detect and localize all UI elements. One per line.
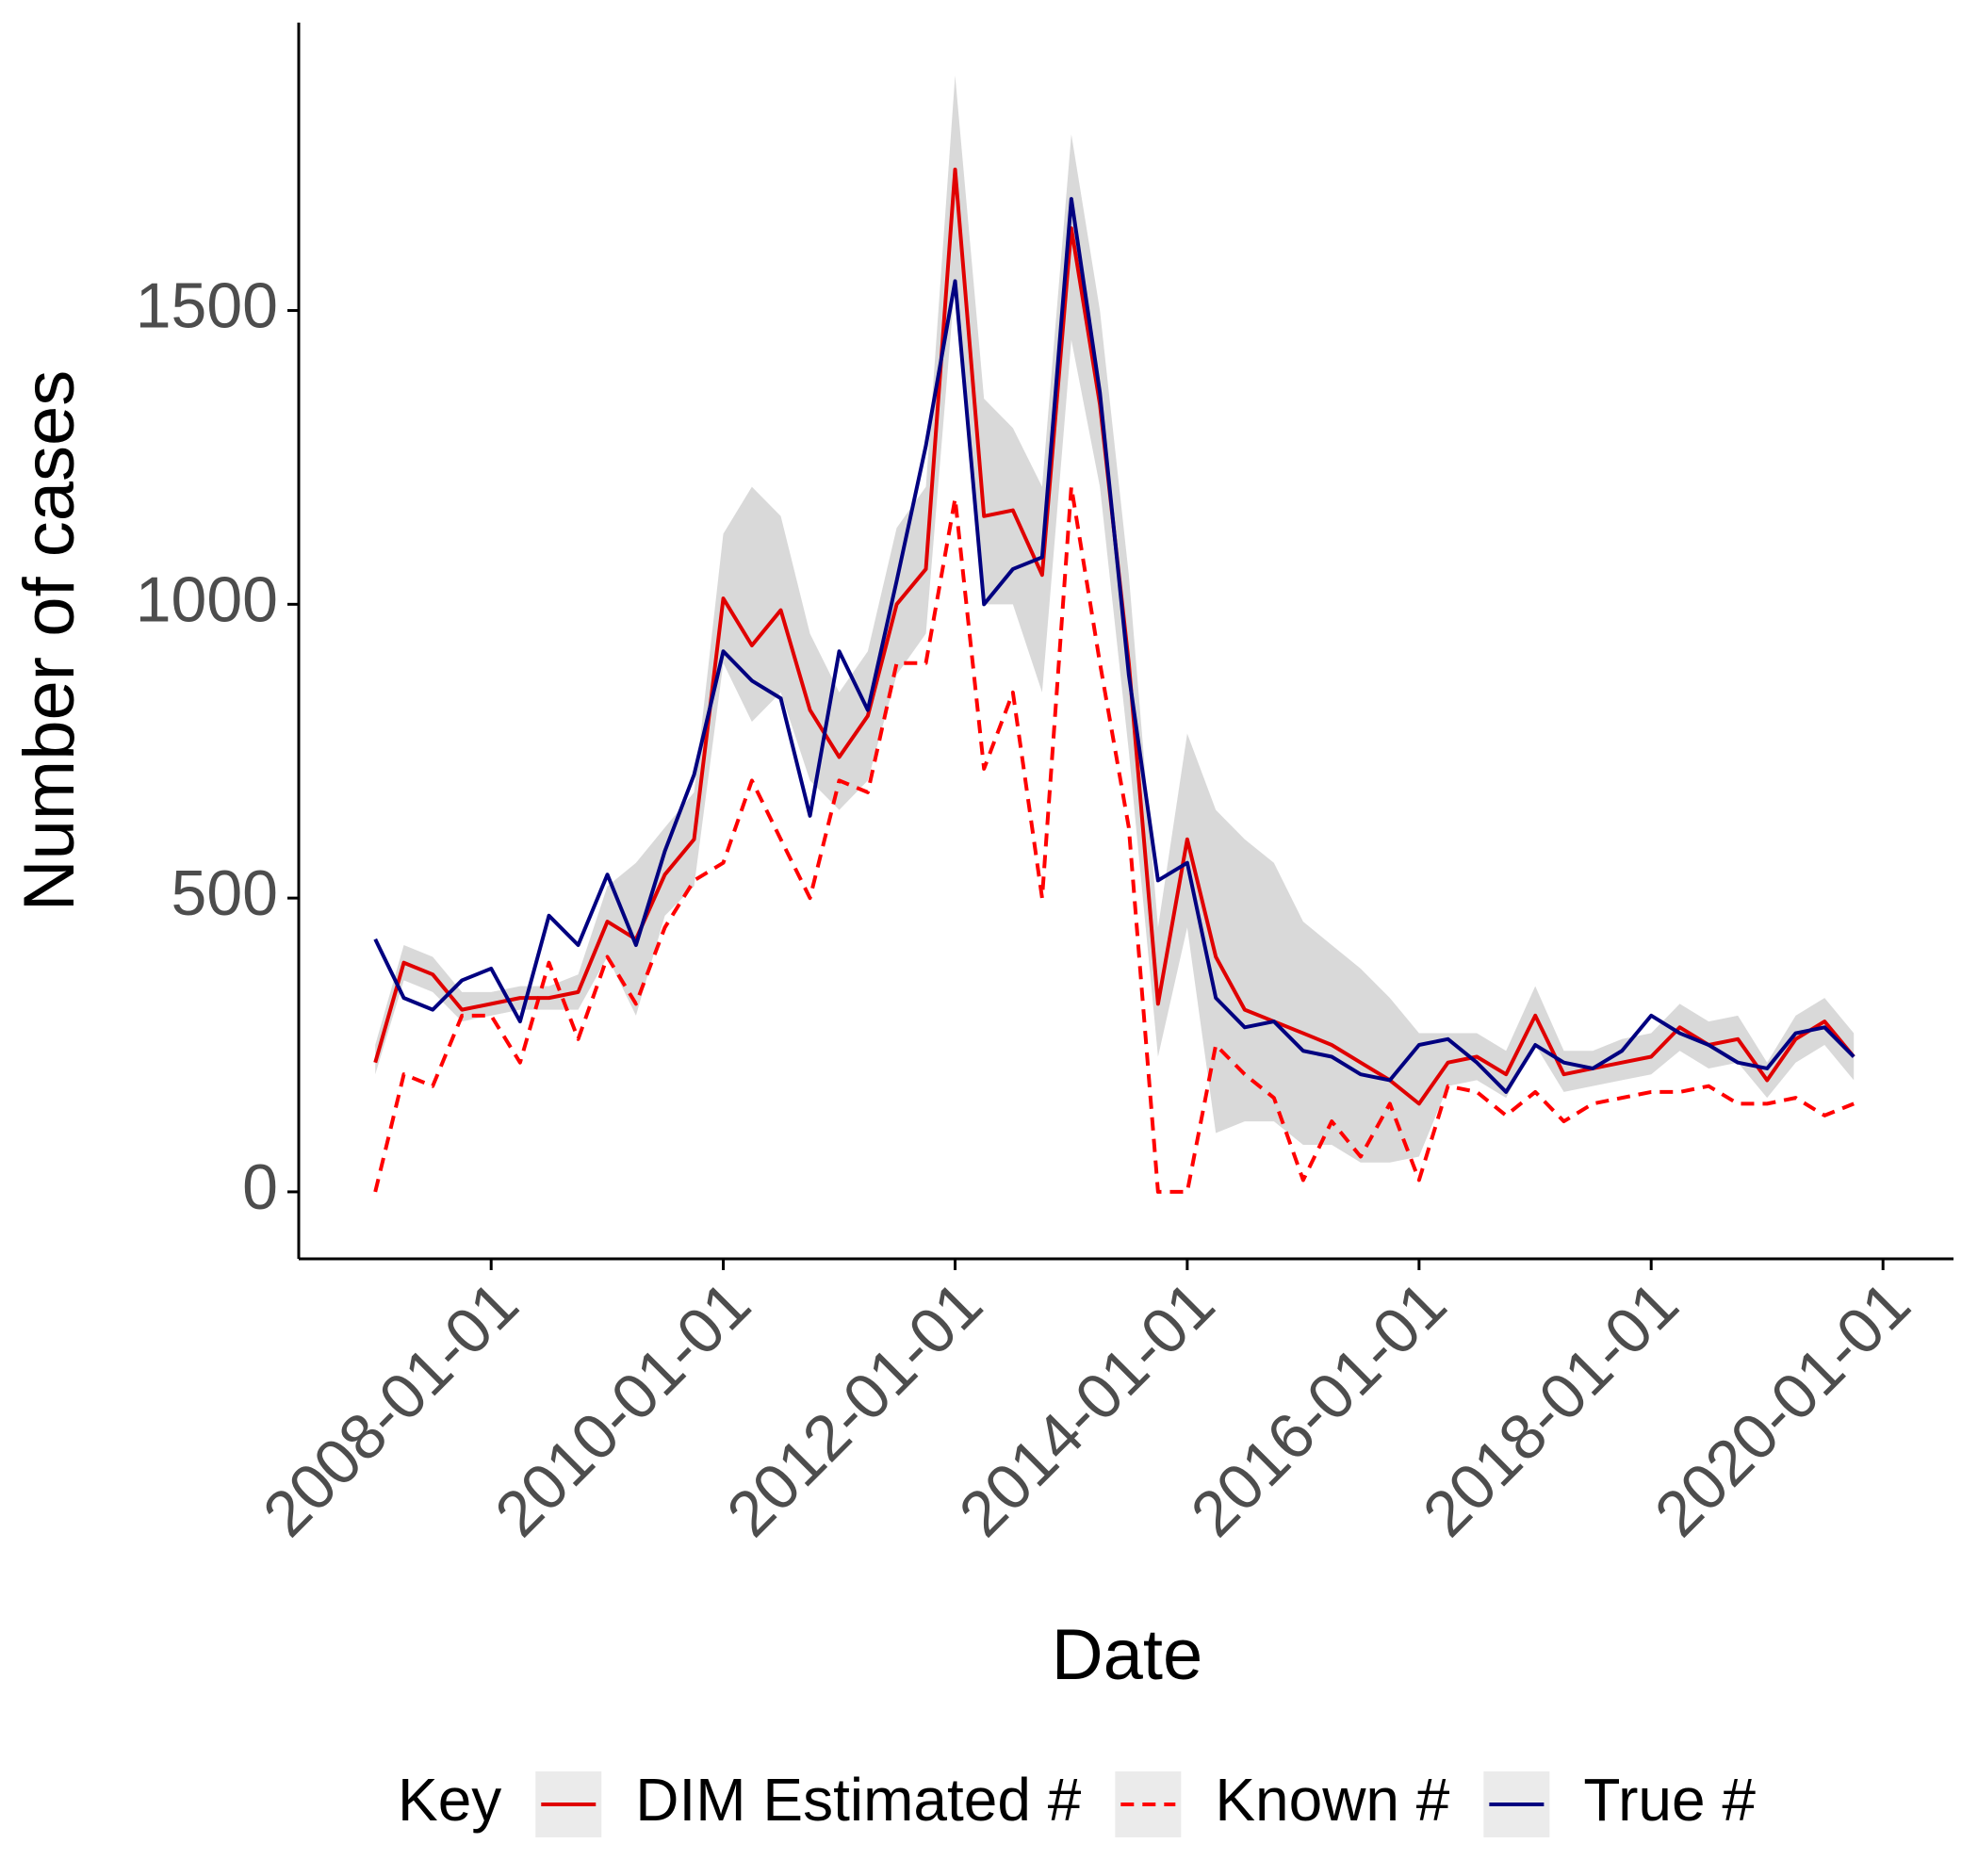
x-axis-title: Date (1052, 1615, 1203, 1695)
legend-label: Known # (1215, 1766, 1449, 1834)
series-line (373, 197, 1855, 1094)
legend-label: True # (1583, 1766, 1756, 1834)
series-line (373, 484, 1855, 1194)
y-tick-label: 1500 (136, 270, 278, 342)
x-tick-label: 2020-01-01 (1642, 1268, 1924, 1551)
y-axis-title: Number of cases (9, 370, 90, 911)
y-tick-label: 1000 (136, 563, 278, 635)
y-tick-label: 500 (172, 857, 278, 929)
y-tick-label: 0 (242, 1151, 278, 1223)
confidence-band (375, 75, 1855, 1163)
legend-label: DIM Estimated # (635, 1766, 1081, 1834)
legend-title: Key (398, 1766, 501, 1834)
